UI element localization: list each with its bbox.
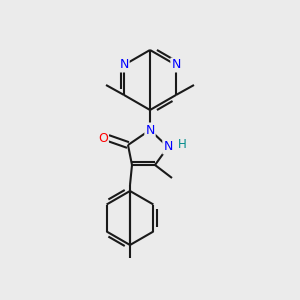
Text: N: N <box>119 58 129 71</box>
Text: O: O <box>98 131 108 145</box>
Text: N: N <box>171 58 181 71</box>
Text: N: N <box>163 140 173 154</box>
Text: H: H <box>178 139 187 152</box>
Text: N: N <box>145 124 155 136</box>
